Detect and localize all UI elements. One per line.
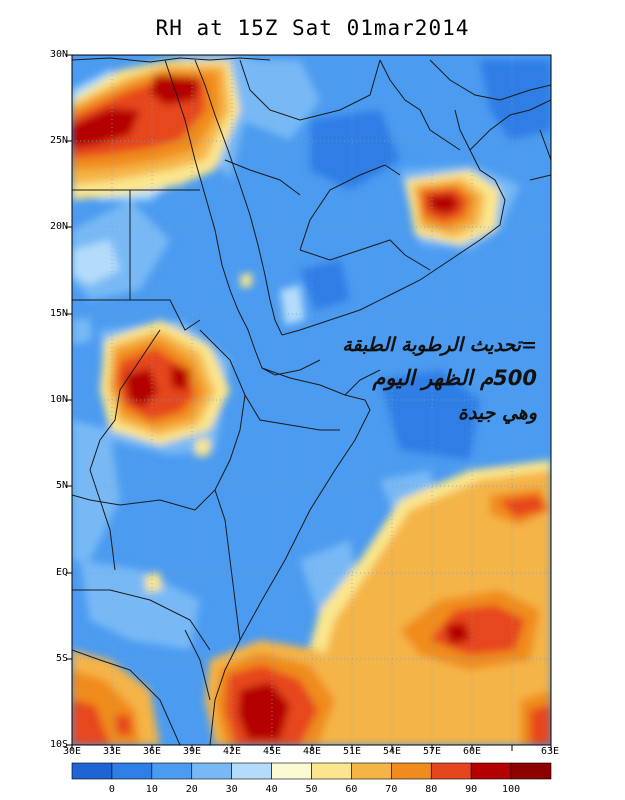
color-bar-label: 60 [345, 784, 358, 795]
lat-label-eq: EQ [55, 567, 68, 578]
lat-label-15n: 15N [49, 308, 68, 319]
color-bar-label: 90 [465, 784, 478, 795]
color-bar-swatch [231, 762, 272, 780]
color-bar-label: 80 [425, 784, 438, 795]
map-title: RH at 15Z Sat 01mar2014 [155, 16, 470, 40]
color-bar-label: 100 [502, 784, 521, 795]
color-bar-swatch [391, 762, 432, 780]
color-bar-label: 20 [185, 784, 198, 795]
color-bar-swatch [271, 762, 312, 780]
lon-label-36e: 36E [142, 746, 162, 757]
lon-label-39e: 39E [182, 746, 202, 757]
lon-label-63e: 63E [540, 746, 560, 757]
color-bar-swatch [191, 762, 232, 780]
color-bar-swatch [430, 762, 472, 780]
coastlines [72, 57, 551, 745]
annotation-line-1: =تحديث الرطوبة الطبقة [342, 334, 537, 356]
color-bar-swatch [71, 762, 113, 780]
color-bar-label: 0 [108, 784, 115, 795]
annotation-line-2: 500م الظهر اليوم [372, 366, 537, 390]
color-bar-swatch [151, 762, 193, 780]
lon-label-33e: 33E [102, 746, 122, 757]
color-bar [71, 762, 552, 780]
lon-label-30e: 30E [62, 746, 82, 757]
color-bar-swatch [510, 762, 552, 780]
lon-label-54e: 54E [382, 746, 402, 757]
lat-label-10s: 10S [49, 739, 68, 750]
lon-label-45e: 45E [262, 746, 282, 757]
color-bar-label: 70 [385, 784, 398, 795]
color-bar-swatch [470, 762, 512, 780]
lat-label-5n: 5N [55, 480, 68, 491]
lon-label-51e: 51E [342, 746, 362, 757]
annotation-line-3: وهي جيدة [457, 402, 537, 424]
lon-label-42e: 42E [222, 746, 242, 757]
lat-label-30n: 30N [49, 49, 68, 60]
color-bar-swatch [111, 762, 153, 780]
lon-label-60e: 60E [462, 746, 482, 757]
axis-ticks [66, 54, 552, 751]
lon-label-48e: 48E [302, 746, 322, 757]
lat-label-5s: 5S [55, 653, 68, 664]
color-bar-label: 30 [225, 784, 238, 795]
lat-label-10n: 10N [49, 394, 68, 405]
grid-lines [72, 55, 551, 745]
lat-label-20n: 20N [49, 221, 68, 232]
color-bar-label: 50 [305, 784, 318, 795]
color-bar-swatch [311, 762, 352, 780]
lon-label-57e: 57E [422, 746, 442, 757]
color-bar-label: 40 [265, 784, 278, 795]
color-bar-label: 10 [145, 784, 158, 795]
lat-label-25n: 25N [49, 135, 68, 146]
color-bar-swatch [351, 762, 392, 780]
